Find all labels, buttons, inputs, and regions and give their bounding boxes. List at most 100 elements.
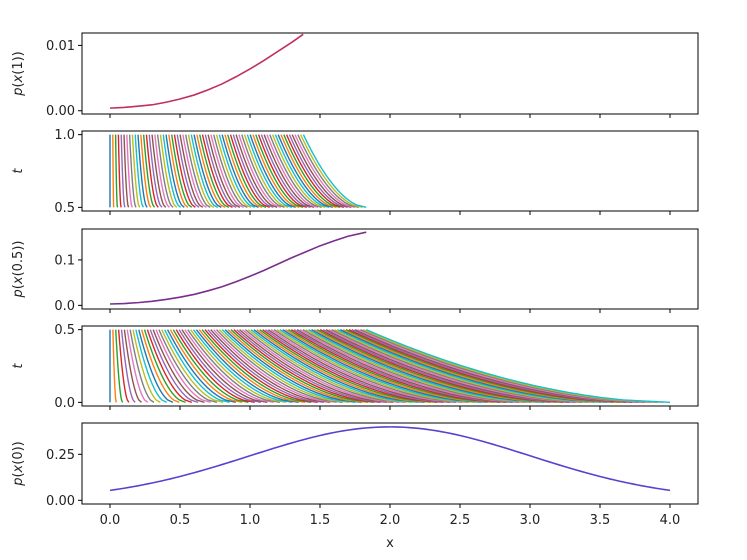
trajectory-line <box>230 329 375 404</box>
trajectory-line <box>184 329 274 404</box>
trajectory-line <box>168 134 189 208</box>
trajectory-line <box>269 134 322 209</box>
trajectory-line <box>140 329 180 404</box>
trajectory-line <box>351 329 639 404</box>
trajectory-line <box>288 329 501 404</box>
plot-area <box>109 328 671 404</box>
trajectory-line <box>126 134 133 208</box>
trajectory-line <box>190 134 219 208</box>
y-tick-label: 0.00 <box>46 104 75 119</box>
trajectory-line <box>274 134 330 209</box>
x-tick-label: 2.0 <box>380 513 401 528</box>
trajectory-line <box>216 329 343 404</box>
trajectory-line <box>134 134 145 208</box>
trajectory-line <box>273 329 469 404</box>
trajectory-line <box>162 134 182 208</box>
trajectory-line <box>215 134 252 208</box>
trajectory-line <box>365 328 671 404</box>
series-line-1 <box>109 426 671 492</box>
trajectory-line <box>115 329 124 403</box>
x-tick-label: 3.5 <box>590 513 611 528</box>
trajectory-line <box>270 329 463 404</box>
trajectory-line <box>117 134 122 208</box>
trajectory-line <box>135 329 167 403</box>
trajectory-line <box>345 329 626 404</box>
trajectory-line <box>328 329 589 404</box>
trajectory-line <box>247 329 413 404</box>
trajectory-line <box>232 134 274 209</box>
panel-1: 0.00 0.01 p(x(1)) <box>11 32 699 119</box>
plot-area <box>109 426 671 492</box>
trajectory-line <box>176 134 200 208</box>
trajectory-line <box>218 329 350 404</box>
x-tick-label: 0.0 <box>100 513 121 528</box>
trajectory-line <box>187 329 281 404</box>
trajectory-line <box>316 329 564 404</box>
trajectory-line <box>235 134 278 209</box>
trajectory-line <box>265 329 450 404</box>
trajectory-line <box>322 329 576 404</box>
trajectory-line <box>152 329 205 404</box>
trajectory-line <box>156 134 174 208</box>
trajectory-line <box>260 134 311 209</box>
trajectory-line <box>114 134 119 208</box>
trajectory-line <box>302 134 367 209</box>
trajectory-line <box>123 134 130 208</box>
y-axis-label: p(x(0)) <box>11 441 26 487</box>
axes-frame <box>81 32 699 115</box>
trajectory-line <box>236 329 387 404</box>
trajectory-line <box>120 134 126 208</box>
trajectory-line <box>283 134 341 209</box>
trajectory-line <box>277 134 333 209</box>
trajectory-line <box>299 134 363 209</box>
y-tick-label: 0.00 <box>46 494 75 509</box>
chart-panels: 0.000.01p(x(1))0.51.0t0.00.1p(x(0.5))0.0… <box>11 32 699 551</box>
series-line-1 <box>109 33 304 109</box>
trajectory-line <box>339 329 614 404</box>
trajectory-line <box>164 329 230 404</box>
y-axis-label: t <box>11 168 26 174</box>
trajectory-line <box>280 134 337 209</box>
trajectory-line <box>138 329 174 403</box>
trajectory-line <box>249 134 296 209</box>
trajectory-line <box>201 134 233 208</box>
plot-area <box>109 231 367 305</box>
trajectory-line <box>296 329 520 404</box>
y-axis-label: p(x(1)) <box>11 51 26 97</box>
trajectory-line <box>291 134 352 209</box>
trajectory-line <box>348 329 633 404</box>
panel-4: 0.0 0.5 t <box>11 323 699 411</box>
trajectory-line <box>120 329 136 403</box>
trajectory-line <box>302 329 532 404</box>
trajectory-line <box>187 134 215 208</box>
x-tick-label: 2.5 <box>450 513 471 528</box>
trajectory-line <box>224 329 362 404</box>
trajectory-line <box>305 329 538 404</box>
trajectory-line <box>181 329 268 404</box>
panel-2: 0.5 1.0 t <box>11 128 699 216</box>
trajectory-line <box>117 329 130 403</box>
y-tick-label: 0.0 <box>54 396 75 411</box>
trajectory-line <box>169 329 243 404</box>
trajectory-line <box>319 329 570 404</box>
trajectory-line <box>182 134 207 208</box>
trajectory-line <box>190 329 287 404</box>
trajectory-line <box>246 134 293 209</box>
trajectory-line <box>241 329 400 404</box>
trajectory-line <box>314 329 557 404</box>
trajectory-line <box>279 329 482 404</box>
y-axis-label: p(x(0.5)) <box>11 241 26 299</box>
trajectory-line <box>210 329 331 404</box>
trajectory-line <box>342 329 620 404</box>
trajectory-line <box>244 329 406 404</box>
trajectory-line <box>175 329 255 404</box>
trajectory-line <box>213 134 248 208</box>
trajectory-line <box>252 134 300 209</box>
trajectory-line <box>193 134 222 208</box>
trajectory-line <box>227 134 267 209</box>
trajectory-line <box>204 329 318 404</box>
trajectory-line <box>126 329 149 403</box>
trajectory-line <box>207 134 241 208</box>
trajectory-line <box>204 134 237 208</box>
trajectory-line <box>142 134 156 208</box>
